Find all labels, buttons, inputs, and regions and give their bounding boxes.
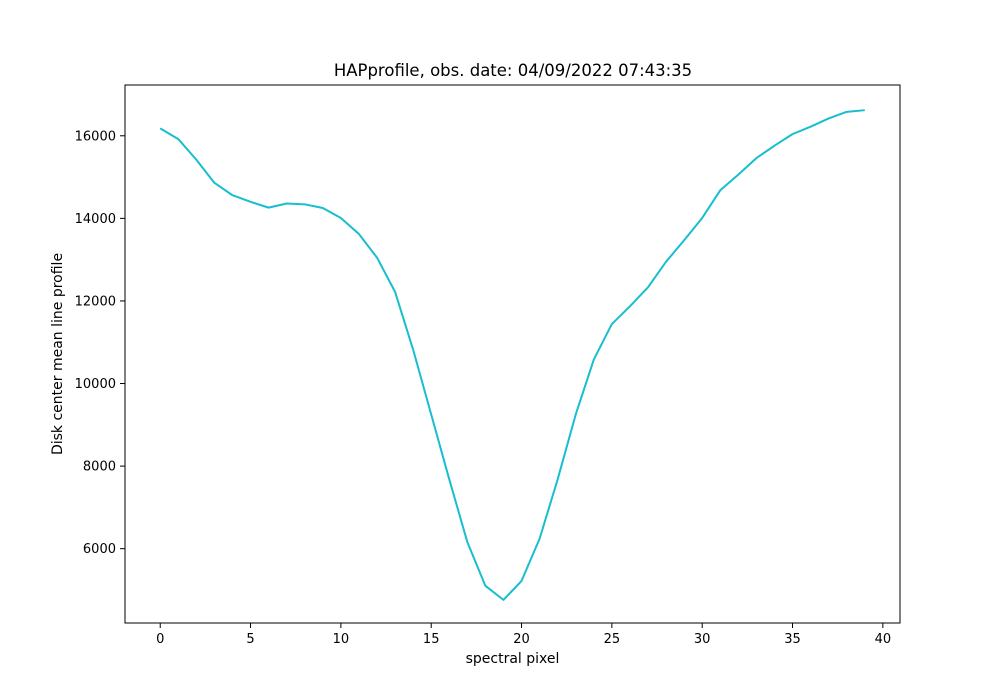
x-tick-label: 15 xyxy=(423,632,440,647)
y-tick-label: 10000 xyxy=(75,377,116,392)
x-tick-label: 30 xyxy=(694,632,711,647)
x-tick-label: 10 xyxy=(333,632,350,647)
x-axis-label: spectral pixel xyxy=(466,651,560,667)
y-axis-label: Disk center mean line profile xyxy=(50,253,66,455)
x-tick-label: 25 xyxy=(604,632,621,647)
x-tick-label: 40 xyxy=(875,632,892,647)
y-tick-label: 12000 xyxy=(75,294,116,309)
x-tick-label: 35 xyxy=(784,632,801,647)
y-tick-label: 16000 xyxy=(75,129,116,144)
plot-frame xyxy=(124,84,901,624)
x-tick-label: 0 xyxy=(156,632,164,647)
x-tick-label: 5 xyxy=(246,632,254,647)
y-tick-label: 14000 xyxy=(75,212,116,227)
x-tick-label: 20 xyxy=(513,632,530,647)
y-tick-label: 6000 xyxy=(83,542,116,557)
axes: 0 5 10 15 20 25 30 35 40 6000 8000 10000 12000 14000 1… xyxy=(75,129,891,647)
series-line xyxy=(159,109,865,601)
y-tick-label: 8000 xyxy=(83,460,116,475)
chart-title: HAPprofile, obs. date: 04/09/2022 07:43:… xyxy=(334,61,692,80)
plot-area xyxy=(159,109,865,601)
